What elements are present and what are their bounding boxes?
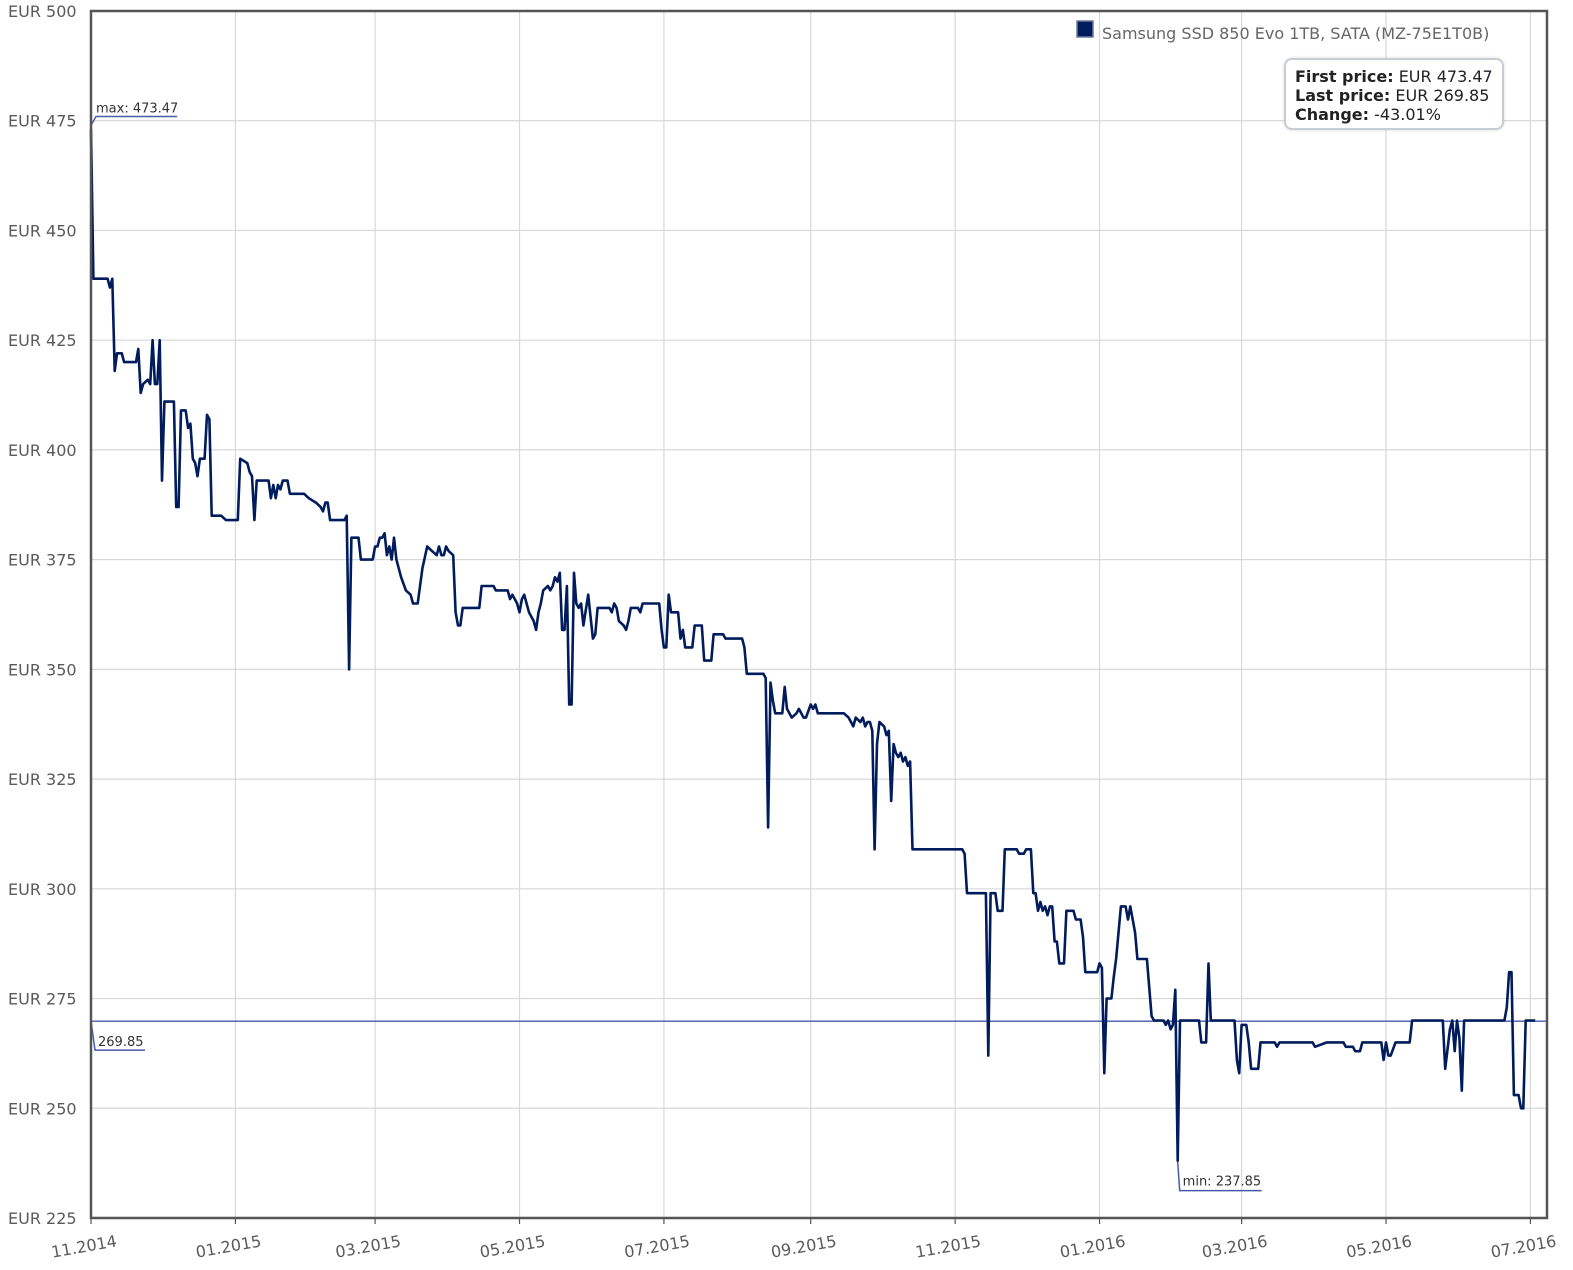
annotations: max: 473.47 min: 237.85 269.85: [90, 101, 1262, 1192]
max-annotation-label: max: 473.47: [96, 101, 178, 116]
x-tick-label: 11.2014: [50, 1231, 118, 1261]
first-price-value: EUR 473.47: [1393, 67, 1493, 86]
x-tick-label: 03.2015: [334, 1231, 402, 1261]
y-tick-label: EUR 475: [8, 112, 77, 131]
price-summary-box: First price: EUR 473.47 Last price: EUR …: [1284, 58, 1504, 130]
last-price-value: EUR 269.85: [1390, 86, 1490, 105]
x-tick-label: 07.2015: [623, 1231, 691, 1261]
first-price-label: First price:: [1295, 67, 1394, 86]
plot-border: [89, 9, 1549, 1220]
y-tick-label: EUR 300: [8, 880, 77, 899]
y-tick-label: EUR 225: [8, 1209, 77, 1228]
change-label: Change:: [1295, 105, 1370, 124]
y-tick-label: EUR 450: [8, 221, 77, 240]
y-tick-label: EUR 275: [8, 990, 77, 1009]
grid-lines: [91, 10, 1547, 1219]
x-tick-label: 05.2016: [1345, 1231, 1413, 1261]
x-axis-ticks: 11.2014 01.2015 03.2015 05.2015 07.2015 09.20…: [50, 1218, 1558, 1262]
last-annotation-label: 269.85: [98, 1035, 144, 1050]
change-value: -43.01%: [1369, 105, 1441, 124]
min-annotation-label: min: 237.85: [1183, 1175, 1262, 1190]
y-tick-label: EUR 350: [8, 660, 77, 679]
x-tick-label: 01.2015: [194, 1231, 262, 1261]
y-tick-label: EUR 250: [8, 1099, 77, 1118]
legend-swatch: [1076, 20, 1094, 38]
y-tick-label: EUR 400: [8, 441, 77, 460]
change-row: Change: -43.01%: [1295, 105, 1502, 124]
x-tick-label: 01.2016: [1058, 1231, 1126, 1261]
last-price-row: Last price: EUR 269.85: [1295, 86, 1502, 105]
legend[interactable]: Samsung SSD 850 Evo 1TB, SATA (MZ-75E1T0…: [1076, 20, 1489, 43]
y-tick-label: EUR 325: [8, 770, 77, 789]
y-tick-label: EUR 375: [8, 551, 77, 570]
y-tick-label: EUR 500: [8, 2, 77, 21]
x-tick-label: 07.2016: [1489, 1231, 1557, 1261]
first-price-row: First price: EUR 473.47: [1295, 67, 1502, 86]
y-tick-label: EUR 425: [8, 331, 77, 350]
x-tick-label: 03.2016: [1200, 1231, 1268, 1261]
legend-series-label: Samsung SSD 850 Evo 1TB, SATA (MZ-75E1T0…: [1102, 24, 1489, 43]
series-line-samsung-ssd: [89, 129, 1536, 1163]
max-annotation-leader: [90, 115, 177, 126]
min-annotation-leader: [1176, 1161, 1262, 1192]
x-tick-label: 05.2015: [478, 1231, 546, 1261]
x-tick-label: 11.2015: [914, 1231, 982, 1261]
last-price-label: Last price:: [1295, 86, 1391, 105]
x-tick-label: 09.2015: [770, 1231, 838, 1261]
y-axis-ticks: EUR 225 EUR 250 EUR 275 EUR 300 EUR 325 EUR 3…: [8, 2, 77, 1228]
last-annotation-leader: [90, 1021, 145, 1051]
